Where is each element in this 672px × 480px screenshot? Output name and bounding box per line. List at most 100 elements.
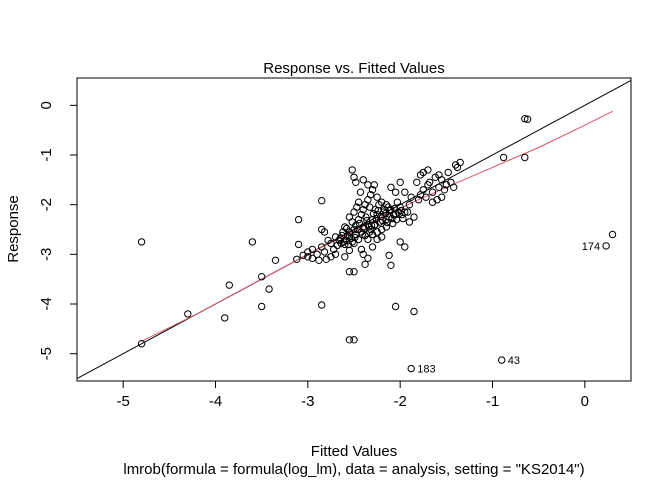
data-point [359, 205, 367, 214]
data-point [374, 206, 382, 215]
x-tick-label: -4 [209, 393, 222, 410]
data-point [364, 235, 372, 244]
data-point [602, 242, 610, 250]
identity-line [77, 79, 631, 380]
x-tick-label: -2 [393, 393, 406, 410]
y-tick-label: 0 [38, 101, 55, 109]
data-point [370, 221, 378, 230]
data-point [350, 173, 358, 182]
data-point [358, 230, 366, 239]
data-point [401, 188, 409, 196]
data-point [523, 115, 532, 123]
data-point [308, 254, 317, 262]
data-point [390, 204, 399, 213]
data-point [341, 253, 349, 261]
data-point [354, 198, 363, 206]
data-point [320, 248, 329, 256]
data-point [352, 221, 360, 230]
data-point [331, 233, 340, 241]
y-tick-label: -5 [38, 347, 55, 360]
data-point [396, 178, 404, 187]
y-tick-label: -3 [38, 248, 55, 261]
data-point [426, 178, 434, 187]
data-point [428, 198, 437, 206]
data-point [347, 234, 355, 243]
data-point [320, 228, 329, 236]
data-point [499, 153, 508, 162]
data-point [184, 310, 192, 318]
data-point [424, 166, 432, 174]
data-point [391, 188, 400, 196]
data-point [318, 301, 326, 309]
data-point [521, 115, 529, 123]
data-point [258, 273, 266, 281]
data-point [405, 201, 414, 209]
data-point [389, 219, 397, 228]
y-axis-label: Response [5, 195, 22, 263]
data-point [608, 230, 617, 239]
data-point [368, 186, 377, 194]
data-point [368, 243, 377, 251]
data-point [382, 201, 390, 209]
data-point [378, 216, 387, 225]
point-label: 183 [417, 364, 435, 376]
data-point [342, 224, 351, 233]
data-point [366, 191, 375, 199]
data-point [371, 220, 379, 229]
data-point [373, 193, 381, 201]
data-point [137, 238, 146, 246]
data-point [407, 364, 415, 373]
data-point [345, 246, 354, 255]
data-point [367, 221, 376, 230]
data-point [386, 206, 394, 215]
data-point [359, 250, 367, 259]
data-point [221, 314, 229, 322]
data-point [351, 233, 359, 242]
data-point [364, 181, 372, 189]
data-point [414, 196, 423, 204]
data-point [435, 171, 443, 179]
data-point [318, 197, 326, 205]
data-point [440, 186, 449, 194]
data-point [258, 302, 266, 311]
point-label: 174 [582, 241, 600, 253]
data-point [388, 214, 396, 223]
data-point [396, 238, 404, 246]
x-tick-label: -1 [486, 393, 499, 410]
chart-title: Response vs. Fitted Values [263, 60, 444, 77]
data-point [225, 281, 234, 289]
data-point [373, 228, 381, 236]
data-point [353, 203, 361, 211]
point-label: 43 [508, 355, 520, 367]
data-point [373, 210, 381, 219]
data-point [413, 178, 421, 187]
y-tick-label: -1 [38, 148, 55, 161]
data-point [248, 238, 257, 246]
data-point [357, 245, 366, 254]
data-point [366, 228, 374, 236]
data-point [422, 193, 430, 201]
x-tick-label: -3 [301, 393, 314, 410]
data-point [397, 206, 405, 215]
data-point [359, 176, 367, 184]
data-point [451, 161, 460, 169]
data-point [410, 213, 418, 221]
data-point [350, 268, 358, 276]
data-point [438, 193, 446, 201]
data-point [293, 255, 301, 263]
data-point [315, 256, 323, 264]
data-point [399, 214, 407, 223]
data-point [352, 178, 360, 187]
data-point [385, 251, 393, 260]
data-point [362, 213, 370, 221]
data-point [444, 168, 452, 177]
data-point [355, 219, 364, 228]
data-point [387, 183, 395, 192]
data-point [331, 250, 340, 259]
data-point [361, 260, 369, 268]
data-point [393, 198, 402, 206]
data-point [345, 268, 354, 276]
data-point [391, 302, 400, 311]
plot-frame [76, 77, 632, 382]
